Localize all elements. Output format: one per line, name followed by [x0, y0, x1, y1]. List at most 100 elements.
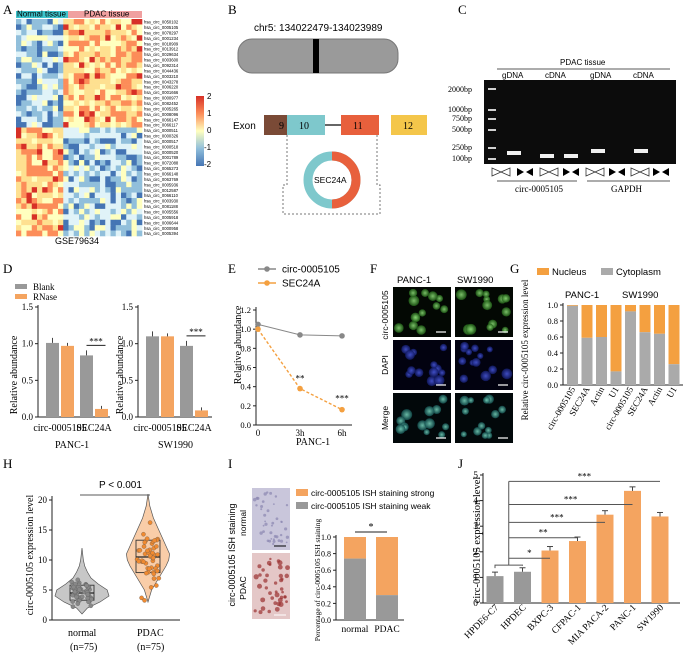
- bar-cytoplasm: [581, 337, 593, 385]
- heatmap-cell: [31, 62, 38, 69]
- heatmap-cell: [21, 84, 27, 90]
- heatmap-cell: [42, 105, 48, 112]
- heatmap-cell: [131, 170, 138, 177]
- panel-g: Nucleus Cytoplasm PANC-1 SW1990 Relative…: [520, 267, 683, 432]
- f-row-label: Merge: [380, 406, 390, 430]
- gene-label: hsa_circ_0065273: [144, 166, 179, 171]
- heatmap-cell: [63, 176, 69, 183]
- gene-label: hsa_circ_0005105: [144, 25, 179, 30]
- heatmap-cell: [79, 78, 85, 85]
- bar-nucleus: [639, 305, 651, 333]
- heatmap-cell: [63, 170, 69, 177]
- heatmap-cell: [84, 94, 90, 101]
- heatmap-cell: [37, 19, 43, 25]
- heatmap-cell: [131, 84, 138, 90]
- heatmap-cell: [84, 84, 90, 90]
- heatmap-cell: [31, 176, 38, 183]
- tissue-dot: [272, 538, 275, 541]
- heatmap-cell: [121, 29, 127, 36]
- heatmap-cell: [110, 170, 117, 177]
- heatmap-cell: [110, 214, 117, 221]
- cell: [488, 365, 497, 375]
- heatmap-cell: [84, 149, 90, 155]
- tissue-dot: [257, 564, 262, 569]
- heatmap-cell: [100, 198, 106, 204]
- y-tick-label: 0.2: [321, 599, 331, 608]
- heatmap-cell: [84, 208, 90, 215]
- heatmap-cell: [79, 73, 85, 79]
- bar: [651, 516, 669, 603]
- heatmap-cell: [37, 176, 43, 183]
- heatmap-cell: [100, 192, 106, 199]
- heatmap-cell: [21, 132, 27, 139]
- heatmap-cell: [136, 143, 143, 150]
- heatmap-cell: [68, 214, 75, 221]
- heatmap-cell: [31, 165, 38, 172]
- cell: [433, 374, 445, 386]
- heatmap-cell: [16, 132, 22, 139]
- tissue-dot: [285, 565, 290, 571]
- gene-label: hsa_circ_0000517: [144, 139, 179, 144]
- heatmap-cell: [131, 40, 138, 47]
- colorbar-tick: 0: [207, 126, 212, 135]
- y-tick-label: 0: [473, 599, 478, 609]
- heatmap-cell: [73, 192, 80, 199]
- heatmap-cell: [79, 225, 85, 231]
- heatmap-cell: [63, 214, 69, 221]
- heatmap-cell: [100, 35, 106, 41]
- heatmap-cell: [31, 160, 38, 166]
- heatmap-cell: [110, 187, 117, 193]
- divergent-primer-icon: [563, 168, 579, 176]
- heatmap-cell: [58, 56, 64, 63]
- heatmap-cell: [121, 116, 127, 123]
- ladder-band: [488, 88, 496, 90]
- heatmap-cell: [37, 170, 43, 177]
- heatmap-cell: [42, 84, 48, 90]
- data-point: [151, 571, 157, 577]
- heatmap-cell: [136, 149, 143, 155]
- heatmap-cell: [47, 154, 54, 161]
- heatmap-cell: [31, 56, 38, 63]
- heatmap-cell: [52, 40, 59, 47]
- y-tick-label: 0.5: [22, 375, 34, 385]
- heatmap-cell: [136, 111, 143, 117]
- tissue-dot: [259, 531, 263, 535]
- heatmap-cell: [89, 67, 96, 74]
- heatmap-cell: [21, 105, 27, 112]
- heatmap-cell: [26, 160, 33, 166]
- ladder-band: [488, 109, 496, 111]
- data-point: [339, 406, 345, 413]
- heatmap-cell: [58, 138, 64, 145]
- heatmap-cell: [31, 111, 38, 117]
- heatmap-cell: [63, 94, 69, 101]
- heatmap-cell: [47, 24, 54, 31]
- tissue-dot: [267, 609, 272, 614]
- heatmap-cell: [89, 35, 96, 41]
- heatmap-cell: [79, 192, 85, 199]
- heatmap-cell: [126, 111, 132, 117]
- heatmap-cell: [110, 24, 117, 31]
- gel-band: [507, 151, 521, 155]
- cell: [477, 352, 484, 360]
- heatmap-cell: [58, 122, 64, 128]
- heatmap-cell: [63, 138, 69, 145]
- heatmap-cell: [42, 219, 48, 226]
- heatmap-cell: [68, 73, 75, 79]
- tissue-dot: [285, 535, 290, 539]
- heatmap-cell: [73, 46, 80, 52]
- f-col-label: PANC-1: [397, 275, 431, 286]
- g-cell-label: SW1990: [622, 290, 658, 301]
- heatmap-cell: [42, 176, 48, 183]
- tissue-dot: [257, 583, 263, 589]
- heatmap-cell: [21, 51, 27, 58]
- heatmap-cell: [89, 62, 96, 69]
- heatmap-cell: [105, 62, 111, 69]
- heatmap-cell: [136, 84, 143, 90]
- heatmap-cell: [52, 203, 59, 210]
- heatmap-cell: [94, 214, 101, 221]
- heatmap-cell: [42, 51, 48, 58]
- h-group: normal: [68, 628, 97, 639]
- gene-label: hsa_circ_0005265: [144, 106, 179, 111]
- gene-label: hsa_circ_0000977: [144, 96, 179, 101]
- y-tick-label: 0.0: [122, 412, 134, 422]
